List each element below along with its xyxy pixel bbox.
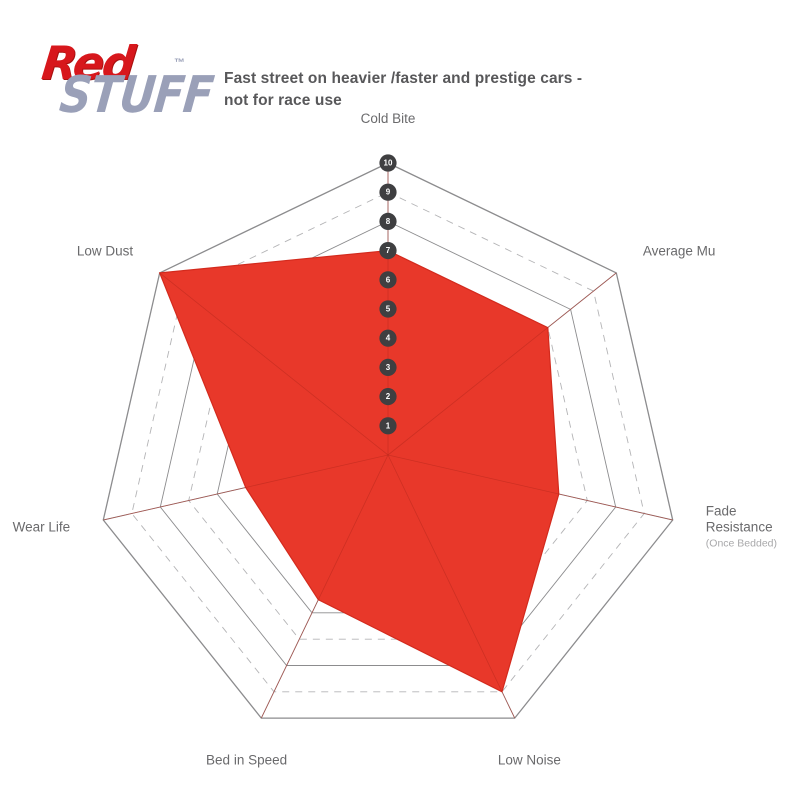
axis-label-average-mu: Average Mu — [643, 244, 716, 259]
radar-spokes-overlay — [103, 163, 673, 719]
tick-marker-7: 7 — [379, 242, 397, 260]
radar-spoke-overlay-5 — [103, 454, 389, 521]
subtitle-line-1: Fast street on heavier /faster and prest… — [224, 70, 583, 87]
axis-label-low-dust: Low Dust — [77, 244, 134, 259]
radar-tick-markers: 1 2 3 4 5 6 7 8 9 10 — [379, 154, 397, 435]
svg-text:8: 8 — [386, 217, 391, 226]
svg-text:6: 6 — [386, 275, 391, 284]
svg-text:(Once Bedded): (Once Bedded) — [706, 538, 777, 550]
tick-marker-3: 3 — [379, 358, 397, 376]
radar-spoke-overlay-4 — [260, 454, 389, 719]
tick-marker-5: 5 — [379, 300, 397, 318]
axis-label-wear-life: Wear Life — [13, 520, 71, 535]
svg-text:Bed in Speed: Bed in Speed — [206, 753, 287, 768]
radar-spoke-overlay-2 — [387, 454, 673, 521]
svg-text:9: 9 — [386, 188, 391, 197]
svg-text:2: 2 — [386, 392, 391, 401]
tick-marker-9: 9 — [379, 183, 397, 201]
svg-text:Fade: Fade — [706, 504, 737, 519]
subtitle-text: Fast street on heavier /faster and prest… — [224, 68, 694, 112]
axis-label-low-noise: Low Noise — [498, 753, 561, 768]
svg-text:1: 1 — [386, 421, 391, 430]
radar-spoke-overlay-6 — [159, 272, 389, 456]
radar-data-polygon — [158, 249, 560, 693]
tick-marker-4: 4 — [379, 329, 397, 347]
svg-text:Cold Bite: Cold Bite — [361, 111, 416, 126]
tick-marker-10: 10 — [379, 154, 397, 172]
svg-text:3: 3 — [386, 363, 391, 372]
tick-marker-8: 8 — [379, 212, 397, 230]
radar-ring-9 — [131, 191, 645, 693]
svg-text:5: 5 — [386, 305, 391, 314]
svg-text:Low Noise: Low Noise — [498, 753, 561, 768]
trademark-symbol: ™ — [174, 57, 185, 69]
svg-text:Wear Life: Wear Life — [13, 520, 71, 535]
radar-ring-10 — [102, 162, 674, 719]
axis-label-bed-in-speed: Bed in Speed — [206, 753, 287, 768]
svg-text:7: 7 — [386, 246, 391, 255]
svg-text:Low Dust: Low Dust — [77, 244, 134, 259]
svg-text:10: 10 — [384, 159, 393, 168]
radar-spoke-overlay-3 — [387, 454, 516, 719]
svg-text:Average Mu: Average Mu — [643, 244, 716, 259]
subtitle-line-2: not for race use — [224, 92, 342, 109]
axis-label-cold-bite: Cold Bite — [361, 111, 416, 126]
radar-spoke-overlay-1 — [387, 272, 617, 456]
tick-marker-2: 2 — [379, 388, 397, 406]
tick-marker-6: 6 — [379, 271, 397, 289]
tick-marker-1: 1 — [379, 417, 397, 435]
redstuff-logo: Red STUFF ™ — [38, 36, 228, 136]
svg-text:Resistance: Resistance — [706, 520, 773, 535]
svg-text:4: 4 — [386, 334, 391, 343]
